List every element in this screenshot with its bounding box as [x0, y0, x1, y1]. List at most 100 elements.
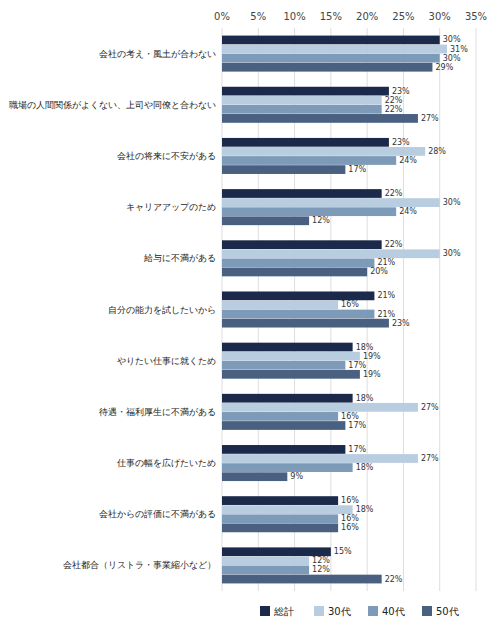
- data-label: 16%: [341, 514, 359, 523]
- category-label: 会社からの評価に不満がある: [99, 509, 216, 519]
- legend-label: 30代: [328, 606, 351, 617]
- bar: [222, 505, 353, 514]
- tick-label: 10%: [283, 11, 305, 22]
- grid-line: [476, 28, 477, 591]
- data-label: 27%: [421, 403, 439, 412]
- data-label: 23%: [392, 319, 410, 328]
- chart-container: 0% 5% 10% 15% 20% 25% 30% 35% 会社の考え・風土が合わない職場の人間…: [0, 0, 498, 625]
- data-label: 30%: [443, 54, 461, 63]
- data-label: 31%: [450, 45, 468, 54]
- legend-swatch: [260, 606, 270, 616]
- data-label: 22%: [385, 189, 403, 198]
- bar: [222, 165, 345, 174]
- bar: [222, 523, 338, 532]
- data-label: 18%: [356, 505, 374, 514]
- data-label: 22%: [385, 575, 403, 584]
- data-label: 17%: [348, 361, 366, 370]
- bar: [222, 445, 345, 454]
- bar: [222, 412, 338, 421]
- data-label: 20%: [370, 267, 388, 276]
- bar: [222, 138, 389, 147]
- bar: [222, 114, 418, 123]
- category-label: やりたい仕事に就くため: [117, 356, 216, 366]
- bar: [222, 463, 353, 472]
- bar: [222, 207, 396, 216]
- legend-label: 40代: [382, 606, 405, 617]
- data-label: 30%: [443, 198, 461, 207]
- data-label: 21%: [377, 310, 395, 319]
- data-label: 24%: [399, 207, 417, 216]
- bar: [222, 291, 374, 300]
- bar: [222, 96, 382, 105]
- data-label: 16%: [341, 523, 359, 532]
- bar: [222, 54, 440, 63]
- data-label: 21%: [377, 291, 395, 300]
- category-label: 待遇・福利厚生に不満がある: [99, 407, 216, 417]
- bar: [222, 156, 396, 165]
- tick-label: 20%: [356, 11, 378, 22]
- data-label: 22%: [385, 105, 403, 114]
- data-label: 18%: [356, 394, 374, 403]
- bar: [222, 216, 309, 225]
- bar: [222, 352, 360, 361]
- bar: [222, 514, 338, 523]
- grid-line: [403, 28, 404, 591]
- bar: [222, 394, 353, 403]
- legend-swatch: [314, 606, 324, 616]
- bar: [222, 472, 287, 481]
- bar: [222, 310, 374, 319]
- data-label: 17%: [348, 445, 366, 454]
- category-label: 会社の将来に不安がある: [117, 151, 216, 161]
- bar: [222, 45, 447, 54]
- category-label: 職場の人間関係がよくない、上司や同僚と合わない: [9, 100, 216, 110]
- bar: [222, 496, 338, 505]
- data-label: 30%: [443, 249, 461, 258]
- data-label: 16%: [341, 412, 359, 421]
- tick-label: 30%: [429, 11, 451, 22]
- tick-label: 35%: [465, 11, 487, 22]
- tick-label: 15%: [320, 11, 342, 22]
- x-axis: 0% 5% 10% 15% 20% 25% 30% 35%: [214, 11, 487, 22]
- category-label: キャリアアップのため: [126, 202, 216, 212]
- legend-swatch: [422, 606, 432, 616]
- tick-label: 0%: [214, 11, 230, 22]
- data-label: 21%: [377, 258, 395, 267]
- category-label: 給与に不満がある: [143, 253, 216, 263]
- bar: [222, 301, 338, 310]
- legend-label: 総計: [273, 606, 294, 617]
- bar: [222, 575, 382, 584]
- data-label: 16%: [341, 300, 359, 309]
- data-label: 18%: [356, 343, 374, 352]
- bar: [222, 361, 345, 370]
- bar: [222, 147, 425, 156]
- bar: [222, 547, 331, 556]
- tick-label: 5%: [250, 11, 266, 22]
- data-label: 15%: [334, 547, 352, 556]
- bar: [222, 556, 309, 565]
- bar: [222, 258, 374, 267]
- bar: [222, 370, 360, 379]
- category-label: 会社の考え・風土が合わない: [99, 49, 216, 59]
- bar: [222, 421, 345, 430]
- bar: [222, 249, 440, 258]
- data-label: 27%: [421, 454, 439, 463]
- data-label: 17%: [348, 165, 366, 174]
- legend: 総計30代40代50代: [260, 606, 459, 617]
- bar: [222, 403, 418, 412]
- category-label: 仕事の幅を広げたいため: [117, 458, 216, 468]
- grid-line: [439, 28, 440, 591]
- data-label: 12%: [312, 565, 330, 574]
- bar: [222, 268, 367, 277]
- data-label: 29%: [435, 63, 453, 72]
- bar: [222, 189, 382, 198]
- bars: [222, 36, 447, 584]
- data-label: 22%: [385, 240, 403, 249]
- data-label: 12%: [312, 216, 330, 225]
- bar: [222, 319, 389, 328]
- bar: [222, 87, 389, 96]
- data-label: 24%: [399, 156, 417, 165]
- tick-label: 25%: [392, 11, 414, 22]
- bar: [222, 63, 432, 72]
- data-labels: 30%23%23%22%22%21%18%18%17%16%15%31%22%2…: [290, 35, 468, 583]
- chart: 0% 5% 10% 15% 20% 25% 30% 35% 会社の考え・風土が合わない職場の人間…: [0, 0, 498, 625]
